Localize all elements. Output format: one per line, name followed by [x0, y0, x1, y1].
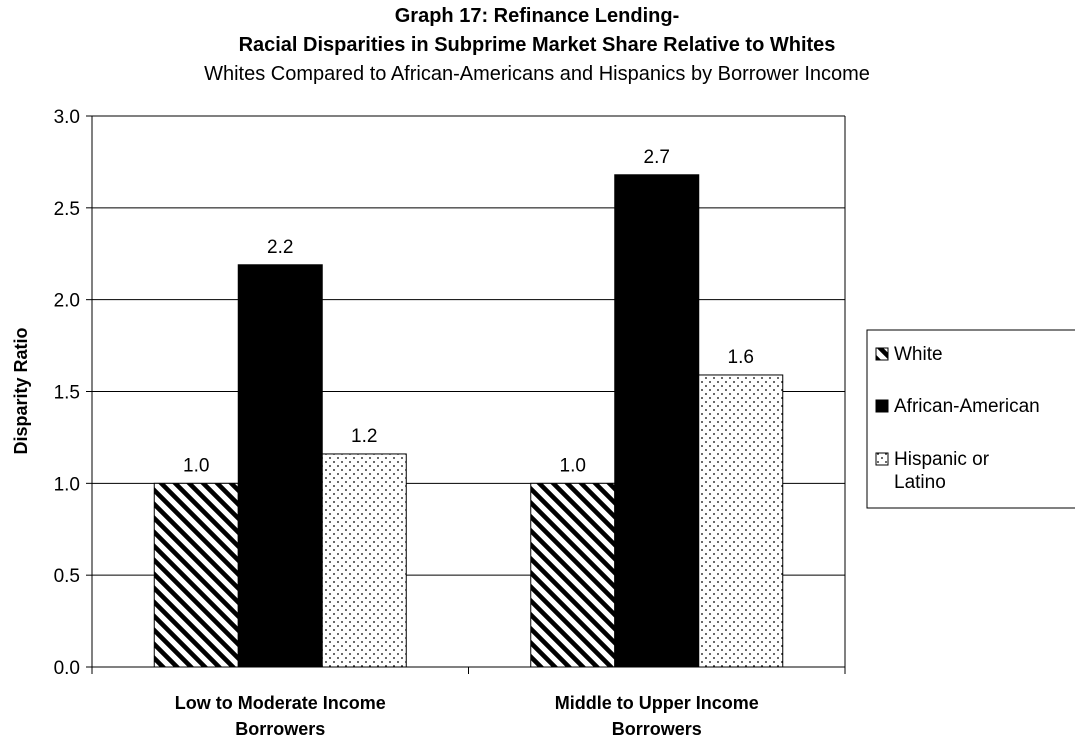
legend-swatch [875, 452, 889, 466]
y-tick-label: 0.0 [54, 658, 80, 679]
bar-white [153, 482, 239, 668]
bar-white [530, 482, 616, 668]
y-tick-label: 2.5 [54, 199, 80, 220]
y-tick-label: 2.0 [54, 291, 80, 312]
x-category-label: Middle to Upper Income [555, 693, 759, 713]
x-category-labels: Low to Moderate Income Borrowers Middle to… [175, 693, 759, 739]
x-category-label: Low to Moderate Income [175, 693, 386, 713]
y-tick-label: 0.5 [54, 566, 80, 587]
data-label: 1.0 [183, 455, 209, 476]
legend-label: White [894, 344, 943, 365]
bar-hispanic-or-latino [698, 374, 784, 668]
y-tick-label: 3.0 [54, 107, 80, 128]
y-tick-labels: 0.0 0.5 1.0 1.5 2.0 2.5 3.0 [54, 107, 92, 679]
bars [153, 174, 784, 668]
chart-subtitle: Whites Compared to African-Americans and… [204, 63, 870, 85]
legend-label: African-American [894, 396, 1040, 417]
legend-label: Latino [894, 472, 946, 493]
legend-swatch [875, 399, 889, 413]
data-label: 1.0 [560, 455, 586, 476]
y-tick-label: 1.0 [54, 474, 80, 495]
bar-african-american [237, 264, 323, 668]
legend-box [866, 329, 1075, 509]
y-axis-title: Disparity Ratio [11, 327, 31, 454]
data-label: 2.7 [644, 147, 670, 168]
x-category-label: Borrowers [235, 719, 325, 739]
bar-hispanic-or-latino [321, 453, 407, 668]
data-label: 1.6 [728, 347, 754, 368]
chart-title-line2: Racial Disparities in Subprime Market Sh… [239, 34, 836, 56]
bar-african-american [614, 174, 700, 668]
legend-swatch [875, 347, 889, 361]
data-label: 2.2 [267, 237, 293, 258]
y-tick-label: 1.5 [54, 383, 80, 404]
data-labels: 1.0 2.2 1.2 1.0 2.7 1.6 [183, 147, 754, 477]
data-label: 1.2 [351, 426, 377, 447]
chart-title: Graph 17: Refinance Lending- [395, 5, 679, 27]
x-category-label: Borrowers [612, 719, 702, 739]
legend-label: Hispanic or [894, 449, 990, 470]
